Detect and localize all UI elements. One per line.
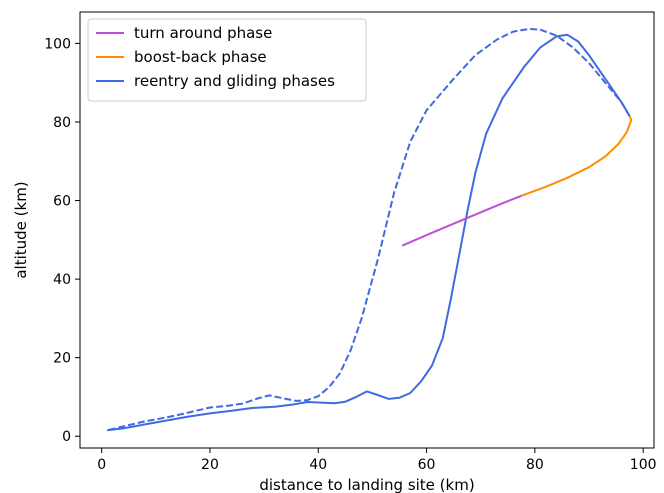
y-axis-label: altitude (km)	[12, 181, 30, 278]
y-tick-label: 40	[53, 272, 71, 288]
legend-label: reentry and gliding phases	[134, 72, 335, 90]
legend: turn around phase boost-back phase reentry…	[87, 18, 367, 102]
x-tick-label: 40	[309, 457, 327, 473]
y-tick-label: 20	[53, 351, 71, 367]
x-tick-label: 0	[97, 457, 106, 473]
legend-label: turn around phase	[134, 24, 272, 42]
legend-frame	[87, 18, 367, 102]
x-tick-label: 80	[526, 457, 544, 473]
series-lines	[106, 27, 633, 432]
y-tick-label: 60	[53, 194, 71, 210]
series-line-0	[401, 194, 522, 247]
x-tick-label: 20	[201, 457, 219, 473]
x-tick-label: 60	[418, 457, 436, 473]
x-tick-label: 100	[630, 457, 657, 473]
series-line-1	[520, 115, 633, 197]
series-line-3	[106, 27, 631, 432]
y-tick-label: 0	[62, 429, 71, 445]
y-tick-label: 80	[53, 115, 71, 131]
y-tick-label: 100	[44, 36, 71, 52]
x-axis-label: distance to landing site (km)	[259, 476, 474, 493]
ticks: 0 20 40 60 80 100 0 20 40 60 80 100	[44, 36, 656, 473]
series-line-2	[106, 33, 631, 432]
plot-frame	[79, 11, 655, 449]
legend-label: boost-back phase	[134, 48, 267, 66]
